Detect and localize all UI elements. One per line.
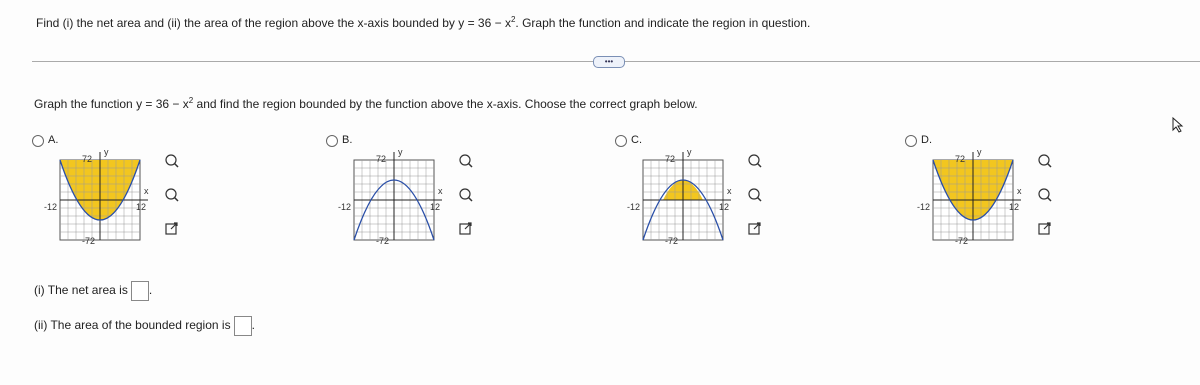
instruction-text: and find the region bounded by the funct… (193, 97, 698, 111)
exponent: 2 (188, 96, 194, 105)
icon-stroke (1043, 222, 1051, 230)
graph-tools (459, 154, 473, 235)
plot: 72 y x -12 12 -72 (917, 148, 1022, 246)
open-graph-icon[interactable] (459, 223, 471, 235)
instruction: Graph the function y = 36 − x2 and find … (34, 96, 698, 111)
graph-label: y (687, 148, 692, 157)
question: Find (i) the net area and (ii) the area … (36, 15, 810, 30)
exponent: 2 (510, 15, 516, 24)
curve (353, 179, 435, 241)
open-graph-icon[interactable] (1038, 223, 1050, 235)
option-label: C. (631, 134, 642, 146)
icon-stroke (1046, 196, 1052, 202)
question-text: . Graph the function and indicate the re… (515, 16, 811, 30)
plot: 72 y x -12 12 -72 (44, 148, 149, 246)
instruction-text: Graph the function y = 36 − x (34, 97, 189, 111)
icon-stroke (170, 222, 178, 230)
graph-tools (165, 154, 179, 235)
graph-label: 72 (376, 154, 386, 164)
graph-label: x (144, 186, 149, 196)
graph-label: 12 (1009, 202, 1019, 212)
radio-button[interactable] (615, 135, 627, 147)
zoom-out-icon[interactable] (748, 188, 760, 200)
question-text: Find (i) the net area and (ii) the area … (36, 16, 511, 30)
graph-label: y (104, 148, 109, 157)
answer-input[interactable] (130, 281, 149, 301)
icon-stroke (173, 196, 179, 202)
expand-button[interactable]: ••• (593, 56, 625, 68)
graph-label: x (438, 186, 443, 196)
answer-end: . (148, 283, 153, 298)
graph-label: -72 (955, 236, 968, 246)
icon-stroke (467, 162, 473, 168)
graph-label: 72 (665, 154, 675, 164)
zoom-in-icon[interactable] (748, 154, 760, 166)
graph-tools (1038, 154, 1052, 235)
answer-row: (i) The net area is. (34, 281, 152, 301)
zoom-out-icon[interactable] (1038, 188, 1050, 200)
graph-label: -72 (665, 236, 678, 246)
graph-label: 72 (955, 154, 965, 164)
open-graph-icon[interactable] (748, 223, 760, 235)
radio-button[interactable] (326, 135, 338, 147)
graph-label: x (727, 186, 732, 196)
zoom-in-icon[interactable] (459, 154, 471, 166)
plot: 72 y x -12 12 -72 (627, 148, 732, 246)
answer-prompt: (i) The net area is (34, 283, 128, 298)
icon-stroke (467, 196, 473, 202)
option-graph: 72 y x -12 12 -72 (627, 148, 732, 246)
icon-stroke (756, 196, 762, 202)
icon-stroke (464, 222, 472, 230)
open-graph-icon[interactable] (165, 223, 177, 235)
answer-prompt: (ii) The area of the bounded region is (34, 318, 231, 333)
graph-label: -12 (338, 202, 351, 212)
icon-stroke (753, 222, 761, 230)
graph-tools (748, 154, 762, 235)
icon-stroke (1046, 162, 1052, 168)
zoom-out-icon[interactable] (459, 188, 471, 200)
answer-row: (ii) The area of the bounded region is. (34, 316, 255, 336)
graph-label: x (1017, 186, 1022, 196)
graph-label: 12 (430, 202, 440, 212)
curve (932, 159, 1014, 221)
cursor (1172, 116, 1184, 133)
plot: 72 y x -12 12 -72 (338, 148, 443, 246)
zoom-out-icon[interactable] (165, 188, 177, 200)
curve (642, 179, 724, 241)
option-label: D. (921, 134, 932, 146)
zoom-in-icon[interactable] (165, 154, 177, 166)
graph-label: -72 (376, 236, 389, 246)
graph-label: 12 (719, 202, 729, 212)
option-graph: 72 y x -12 12 -72 (44, 148, 149, 246)
radio-button[interactable] (32, 135, 44, 147)
icon-stroke (173, 162, 179, 168)
option-graph: 72 y x -12 12 -72 (917, 148, 1022, 246)
graph-label: -12 (44, 202, 57, 212)
graph-label: 72 (82, 154, 92, 164)
graph-label: -12 (627, 202, 640, 212)
option-label: B. (342, 134, 353, 146)
answer-end: . (251, 318, 255, 333)
graph-label: -12 (917, 202, 930, 212)
curve (59, 159, 141, 221)
graph-label: y (977, 148, 982, 157)
option-label: A. (48, 134, 59, 146)
answer-input[interactable] (233, 316, 252, 336)
option-graph: 72 y x -12 12 -72 (338, 148, 443, 246)
icon-stroke (756, 162, 762, 168)
graph-label: y (398, 148, 403, 157)
radio-button[interactable] (905, 135, 917, 147)
zoom-in-icon[interactable] (1038, 154, 1050, 166)
graph-label: 12 (136, 202, 146, 212)
graph-label: -72 (82, 236, 95, 246)
